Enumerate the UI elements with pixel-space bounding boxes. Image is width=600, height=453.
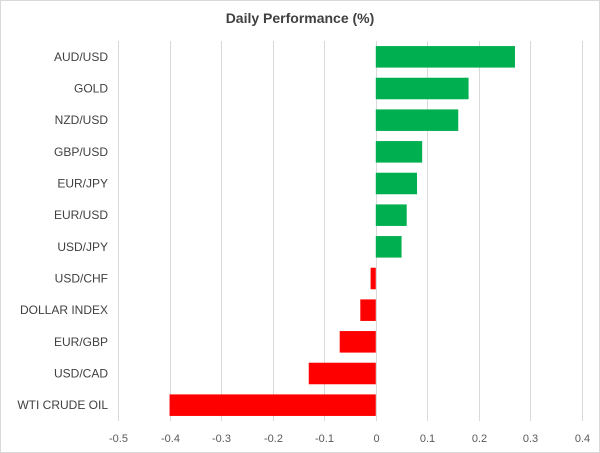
category-label: NZD/USD: [55, 113, 109, 127]
bar-eur-gbp: [339, 331, 376, 353]
x-tick-label: 0.3: [523, 433, 538, 445]
category-label: EUR/USD: [54, 208, 108, 222]
x-tick-label: -0.3: [212, 433, 231, 445]
x-tick-label: -0.5: [109, 433, 128, 445]
bar-eur-jpy: [375, 172, 418, 195]
x-tick-label: -0.2: [264, 433, 283, 445]
x-tick-label: 0.2: [472, 433, 487, 445]
category-label: USD/CAD: [54, 367, 108, 381]
bar-gold: [375, 77, 469, 100]
chart-title: Daily Performance (%): [225, 10, 375, 26]
x-tick-label: 0: [373, 433, 379, 445]
bars: [169, 46, 515, 416]
x-axis-tick-labels: -0.5 -0.4 -0.3 -0.2 -0.1 0 0.1 0.2 0.3 0.4: [109, 433, 590, 445]
grid-lines: [118, 41, 583, 421]
category-label: WTI CRUDE OIL: [17, 398, 108, 412]
category-labels: AUD/USD GOLD NZD/USD GBP/USD EUR/JPY EUR/USD U…: [17, 50, 108, 412]
bar-dollar-index: [360, 299, 376, 321]
x-tick-label: 0.1: [420, 433, 435, 445]
bar-wti-crude-oil: [169, 394, 376, 416]
bar-usd-chf: [370, 267, 376, 290]
bar-usd-jpy: [375, 236, 402, 258]
x-tick-label: -0.4: [161, 433, 180, 445]
bar-aud-usd: [375, 46, 515, 68]
bar-eur-usd: [375, 204, 407, 226]
category-label: GBP/USD: [54, 145, 108, 159]
category-label: USD/JPY: [57, 240, 108, 254]
category-label: USD/CHF: [55, 272, 108, 286]
category-label: EUR/GBP: [54, 335, 108, 349]
category-label: AUD/USD: [54, 50, 108, 64]
x-tick-label: -0.1: [315, 433, 334, 445]
category-label: GOLD: [74, 82, 108, 96]
category-label: EUR/JPY: [57, 177, 108, 191]
x-tick-label: 0.4: [575, 433, 590, 445]
category-label: DOLLAR INDEX: [20, 303, 108, 317]
bar-gbp-usd: [375, 141, 423, 163]
bar-nzd-usd: [375, 109, 459, 131]
bar-usd-cad: [308, 362, 376, 385]
